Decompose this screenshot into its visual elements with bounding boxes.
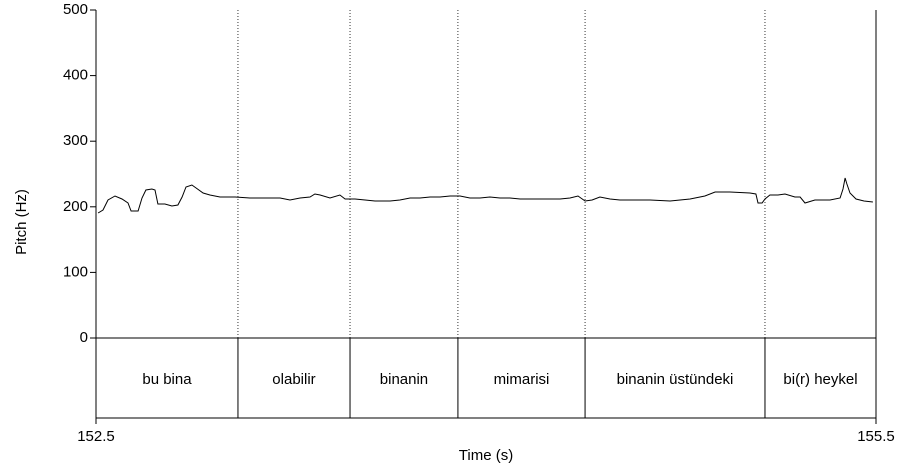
y-tick-label: 0 (80, 329, 88, 346)
interval-label: binanin (380, 371, 428, 388)
y-tick-label: 500 (63, 1, 88, 18)
interval-label: bi(r) heykel (783, 371, 857, 388)
y-tick-label: 300 (63, 132, 88, 149)
interval-label: olabilir (272, 371, 315, 388)
x-axis-label: Time (s) (459, 447, 513, 464)
y-tick-label: 100 (63, 263, 88, 280)
interval-label: mimarisi (494, 371, 550, 388)
y-tick-label: 400 (63, 67, 88, 84)
interval-label: binanin üstündeki (617, 371, 734, 388)
x-tick-label: 152.5 (77, 428, 115, 445)
pitch-line (97, 177, 873, 214)
x-tick-label: 155.5 (857, 428, 895, 445)
interval-label: bu bina (142, 371, 192, 388)
y-axis-label: Pitch (Hz) (13, 189, 30, 255)
y-tick-label: 200 (63, 198, 88, 215)
